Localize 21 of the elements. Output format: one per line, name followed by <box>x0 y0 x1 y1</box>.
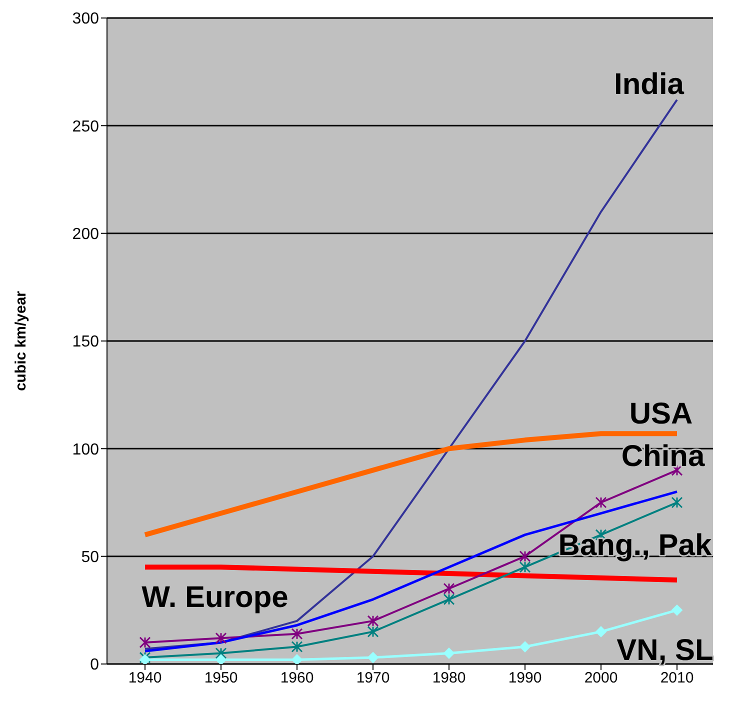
x-tick-label: 1980 <box>432 670 466 687</box>
y-tick-label: 150 <box>72 334 100 351</box>
y-axis-title: cubic km/year <box>12 290 30 392</box>
y-tick-label: 0 <box>90 656 100 674</box>
x-tick-label: 1950 <box>204 670 238 687</box>
series-label: USA <box>629 398 693 431</box>
y-tick-label: 200 <box>72 226 100 244</box>
x-tick-label: 1960 <box>280 670 314 687</box>
x-tick-label: 1970 <box>356 670 390 687</box>
series-label: China <box>621 440 705 474</box>
series-label: W. Europe <box>142 581 288 614</box>
x-tick-label: 1990 <box>508 670 542 687</box>
y-tick-label: 250 <box>72 118 100 136</box>
y-tick-label: 300 <box>72 10 100 28</box>
x-tick-label: 2000 <box>584 670 618 687</box>
y-tick-label: 50 <box>81 549 100 566</box>
y-tick-label: 100 <box>72 441 100 458</box>
x-tick-label: 2010 <box>660 670 694 687</box>
x-tick-label: 1940 <box>128 670 162 687</box>
series-label: India <box>614 68 684 101</box>
series-label: VN, SL <box>616 634 714 668</box>
